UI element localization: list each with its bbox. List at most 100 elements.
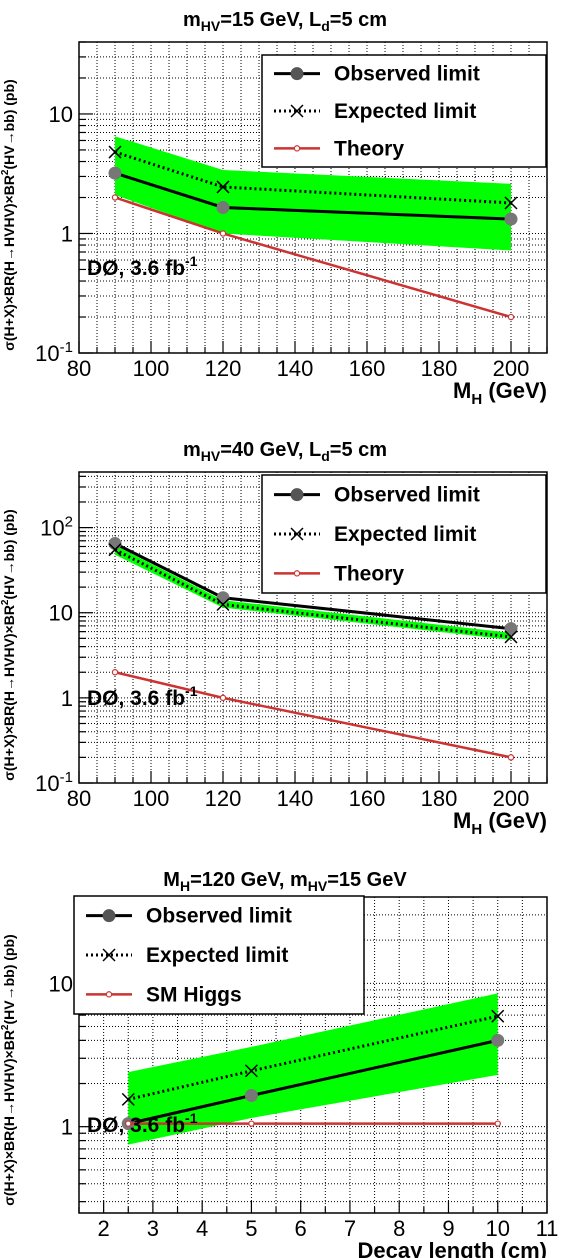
legend: Observed limit Expected limit Theory (261, 474, 547, 594)
y-tick-label: 1 (61, 221, 73, 246)
legend-entry-theory: Theory (274, 562, 404, 585)
y-axis-label: σ(H+X)×BR(H→HVHV)×BR2(HV→bb) (pb) (0, 79, 17, 350)
x-axis-label: MH (GeV) (453, 378, 547, 408)
expected-point (121, 1092, 135, 1106)
chart-panel-2: 80 100 120 140 160 180 200 10-1 1 10 102 mHV=40 GeV… (0, 439, 548, 838)
series-theory (111, 194, 515, 321)
legend-label: Expected limit (146, 944, 288, 967)
x-tick-label: 10 (485, 1216, 509, 1241)
expected-band (115, 136, 511, 251)
legend-marker (102, 948, 116, 962)
legend-entry-expected: Expected limit (86, 944, 288, 967)
x-tick-label: 180 (421, 356, 458, 381)
legend-label: Expected limit (334, 100, 476, 123)
legend-label: Theory (334, 562, 404, 585)
observed-point (244, 1089, 258, 1103)
legend-marker (290, 67, 304, 81)
observed-point (504, 212, 518, 226)
legend-label: Expected limit (334, 523, 476, 546)
x-tick-label: 140 (277, 356, 314, 381)
expected-band (128, 993, 498, 1145)
x-tick-label: 160 (349, 786, 386, 811)
y-axis-ticks (79, 41, 93, 354)
theory-point (507, 313, 515, 321)
observed-point (491, 1033, 505, 1047)
y-tick-label: 10-1 (35, 339, 73, 366)
y-tick-label: 10 (49, 601, 73, 626)
x-tick-label: 3 (147, 1216, 159, 1241)
legend-marker (290, 527, 304, 541)
legend-marker (102, 909, 116, 923)
legend-marker (105, 991, 113, 998)
observed-point (504, 622, 518, 636)
legend-marker (290, 104, 304, 118)
expected-point (108, 543, 122, 557)
legend-entry-theory: SM Higgs (86, 983, 242, 1006)
theory-point (219, 230, 227, 237)
experiment-label: DØ, 3.6 fb-1 (87, 253, 198, 280)
series-expected (108, 543, 518, 644)
expected-point (244, 1064, 258, 1078)
y-axis-ticks (79, 475, 93, 784)
legend-entry-theory: Theory (274, 137, 404, 160)
theory-point (494, 1120, 501, 1127)
legend-marker (293, 145, 301, 152)
expected-band (115, 545, 511, 640)
legend-entry-observed: Observed limit (274, 484, 480, 507)
legend: Observed limit Expected limit Theory (261, 54, 547, 168)
x-axis-ticks (78, 341, 548, 353)
x-tick-label: 80 (67, 786, 91, 811)
legend: Observed limit Expected limit SM Higgs (73, 895, 365, 1015)
series-observed (108, 537, 518, 636)
legend-label: SM Higgs (146, 983, 242, 1006)
theory-point (125, 1120, 132, 1127)
legend-label: Observed limit (334, 63, 480, 86)
series-theory (111, 669, 515, 761)
x-axis-ticks (78, 771, 548, 783)
x-tick-label: 9 (442, 1216, 454, 1241)
y-tick-label: 10 (49, 102, 73, 127)
theory-point (248, 1120, 255, 1127)
chart-title: MH=120 GeV, mHV=15 GeV (163, 869, 407, 894)
x-tick-label: 4 (196, 1216, 208, 1241)
theory-point (111, 669, 119, 676)
y-tick-label: 10-1 (35, 769, 73, 796)
legend-marker (293, 570, 301, 577)
y-axis-label: σ(H+X)×BR(H→HVHV)×BR2(HV→bb) (pb) (0, 509, 17, 780)
x-tick-label: 120 (205, 356, 242, 381)
experiment-label: DØ, 3.6 fb-1 (87, 683, 198, 710)
y-tick-label: 102 (40, 514, 73, 541)
x-tick-label: 160 (349, 356, 386, 381)
chart-title: mHV=40 GeV, Ld=5 cm (183, 439, 387, 464)
x-tick-label: 200 (493, 786, 530, 811)
x-tick-label: 11 (536, 1216, 559, 1241)
series-theory (125, 1120, 501, 1127)
legend-entry-observed: Observed limit (274, 63, 480, 86)
x-tick-label: 140 (277, 786, 314, 811)
series-observed (121, 1033, 505, 1131)
legend-entry-expected: Expected limit (274, 100, 476, 123)
expected-point (216, 597, 230, 612)
theory-point (507, 754, 515, 761)
series-expected (108, 145, 518, 210)
observed-point (216, 200, 230, 214)
expected-point (504, 196, 518, 210)
legend-label: Observed limit (146, 905, 292, 928)
x-tick-label: 80 (67, 356, 91, 381)
x-tick-label: 100 (133, 786, 170, 811)
x-tick-label: 100 (133, 356, 170, 381)
experiment-label: DØ, 3.6 fb-1 (87, 1110, 198, 1137)
expected-line (114, 150, 512, 205)
legend-label: Observed limit (334, 484, 480, 507)
legend-marker (290, 488, 304, 502)
x-tick-label: 2 (98, 1216, 110, 1241)
expected-point (108, 145, 122, 159)
y-axis-label: σ(H+X)×BR(H→HVHV)×BR2(HV→bb) (pb) (0, 934, 17, 1205)
x-axis-label: MH (GeV) (453, 808, 547, 838)
theory-point (219, 694, 227, 702)
x-tick-label: 7 (344, 1216, 356, 1241)
series-expected (121, 1009, 505, 1106)
x-tick-label: 120 (205, 786, 242, 811)
